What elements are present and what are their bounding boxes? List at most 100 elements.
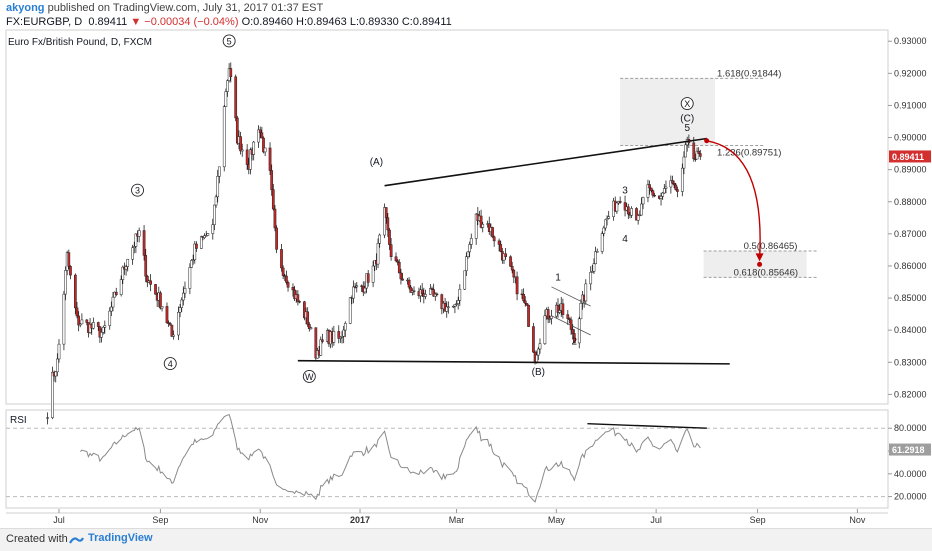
candle-body (376, 243, 380, 265)
candle-body (339, 336, 342, 339)
candle-body (180, 299, 184, 308)
candle-body (126, 258, 130, 267)
tradingview-brand[interactable]: TradingView (88, 532, 153, 544)
footer: Created with TradingView (0, 528, 932, 551)
projection-arrow (706, 140, 761, 259)
candle-body (96, 322, 100, 327)
wave-label: W (305, 372, 314, 382)
candle-body (389, 244, 393, 258)
candle-body (430, 288, 434, 290)
candle-body (190, 260, 193, 268)
candle-body (121, 266, 125, 280)
rsi-tick-label: 80.0000 (894, 423, 927, 433)
candle-body (353, 286, 357, 288)
candle-body (420, 289, 424, 294)
candle-body (458, 288, 462, 301)
candle-body (348, 297, 352, 324)
candle-body (445, 306, 449, 312)
rsi-last-value-label: 61.2918 (892, 445, 925, 455)
candle-body (268, 147, 272, 171)
candle-body (332, 331, 336, 343)
candle-body (67, 252, 71, 267)
candle-body (78, 323, 82, 326)
candle-body (546, 309, 550, 320)
candle-body (424, 294, 427, 297)
price-chart[interactable]: Euro Fx/British Pound, D, FXCM 1.618(0.9… (0, 0, 932, 528)
candle-body (62, 293, 66, 345)
last-price: 0.89411 (88, 16, 128, 28)
candle-body (342, 329, 346, 337)
candle-body (594, 251, 597, 264)
candle-body (499, 244, 503, 252)
wave-label: 3 (622, 186, 628, 197)
candle-body (394, 256, 398, 262)
candle-body (101, 327, 105, 333)
candle-body (159, 292, 162, 309)
candle-body (383, 207, 386, 236)
channel-line-upper (551, 286, 591, 307)
wave-label: (C) (680, 113, 694, 124)
rsi-line (79, 413, 701, 503)
candle-body (340, 336, 344, 338)
price-tick-label: 0.90000 (894, 133, 927, 143)
candle-body (672, 182, 676, 186)
candle-body (640, 203, 643, 216)
candle-body (604, 219, 607, 229)
candle-body (74, 274, 77, 309)
candle-body (697, 150, 701, 154)
candle-body (412, 290, 416, 292)
candle-body (214, 196, 218, 206)
wave-label: 3 (135, 186, 140, 196)
wave-label-circle (131, 183, 144, 197)
candle-body (474, 213, 478, 239)
author-name[interactable]: akyong (6, 2, 45, 14)
price-tick-label: 0.83000 (894, 357, 927, 367)
price-axis[interactable]: 0.93000 0.92000 0.91000 0.90000 0.89000 0.880… (888, 36, 931, 399)
candle-body (355, 285, 359, 288)
symbol-label: FX:EURGBP, D (6, 16, 83, 28)
candle-body (536, 348, 540, 356)
close-value: C:0.89411 (401, 16, 452, 28)
wave-label: 4 (622, 234, 628, 245)
candle-body (638, 214, 642, 217)
candle-body (378, 234, 382, 244)
candle-body (149, 280, 152, 285)
candle-body (653, 194, 656, 197)
candle-body (188, 267, 192, 289)
candle-body (258, 129, 262, 133)
candle-body (535, 354, 539, 363)
candle-body (281, 267, 285, 276)
candle-body (698, 153, 702, 157)
time-tick-label: Jul (53, 515, 65, 525)
candle-body (466, 251, 470, 257)
trendline (384, 137, 707, 187)
candle-body (77, 315, 80, 326)
candle-body (224, 91, 228, 107)
price-tick-label: 0.85000 (894, 293, 927, 303)
candle-body (98, 326, 102, 338)
high-value: H:0.89463 (296, 16, 347, 28)
candle-body (167, 322, 170, 324)
wave-label-circle (302, 369, 316, 383)
fib-zone-upper (620, 78, 716, 146)
candle-body (397, 262, 401, 274)
candle-body (388, 229, 391, 245)
candle-body (114, 291, 118, 295)
candle-body (648, 184, 651, 189)
time-axis[interactable]: Jul Sep Nov 2017 Mar May Jul Sep Nov (53, 509, 866, 525)
fib-level-label: 0.5(0.86465) (744, 241, 798, 252)
time-tick-label: Nov (849, 515, 866, 525)
candle-body (568, 318, 571, 321)
trendline (297, 359, 730, 365)
candle-body (532, 326, 535, 353)
wave-label: 5 (684, 123, 690, 134)
price-tick-label: 0.86000 (894, 261, 927, 271)
candle-body (579, 302, 583, 320)
candle-body (435, 293, 439, 296)
candle-body (429, 288, 432, 295)
price-tick-label: 0.89000 (894, 165, 927, 175)
candle-body (664, 186, 668, 189)
candle-body (509, 256, 512, 267)
candle-body (671, 180, 674, 184)
